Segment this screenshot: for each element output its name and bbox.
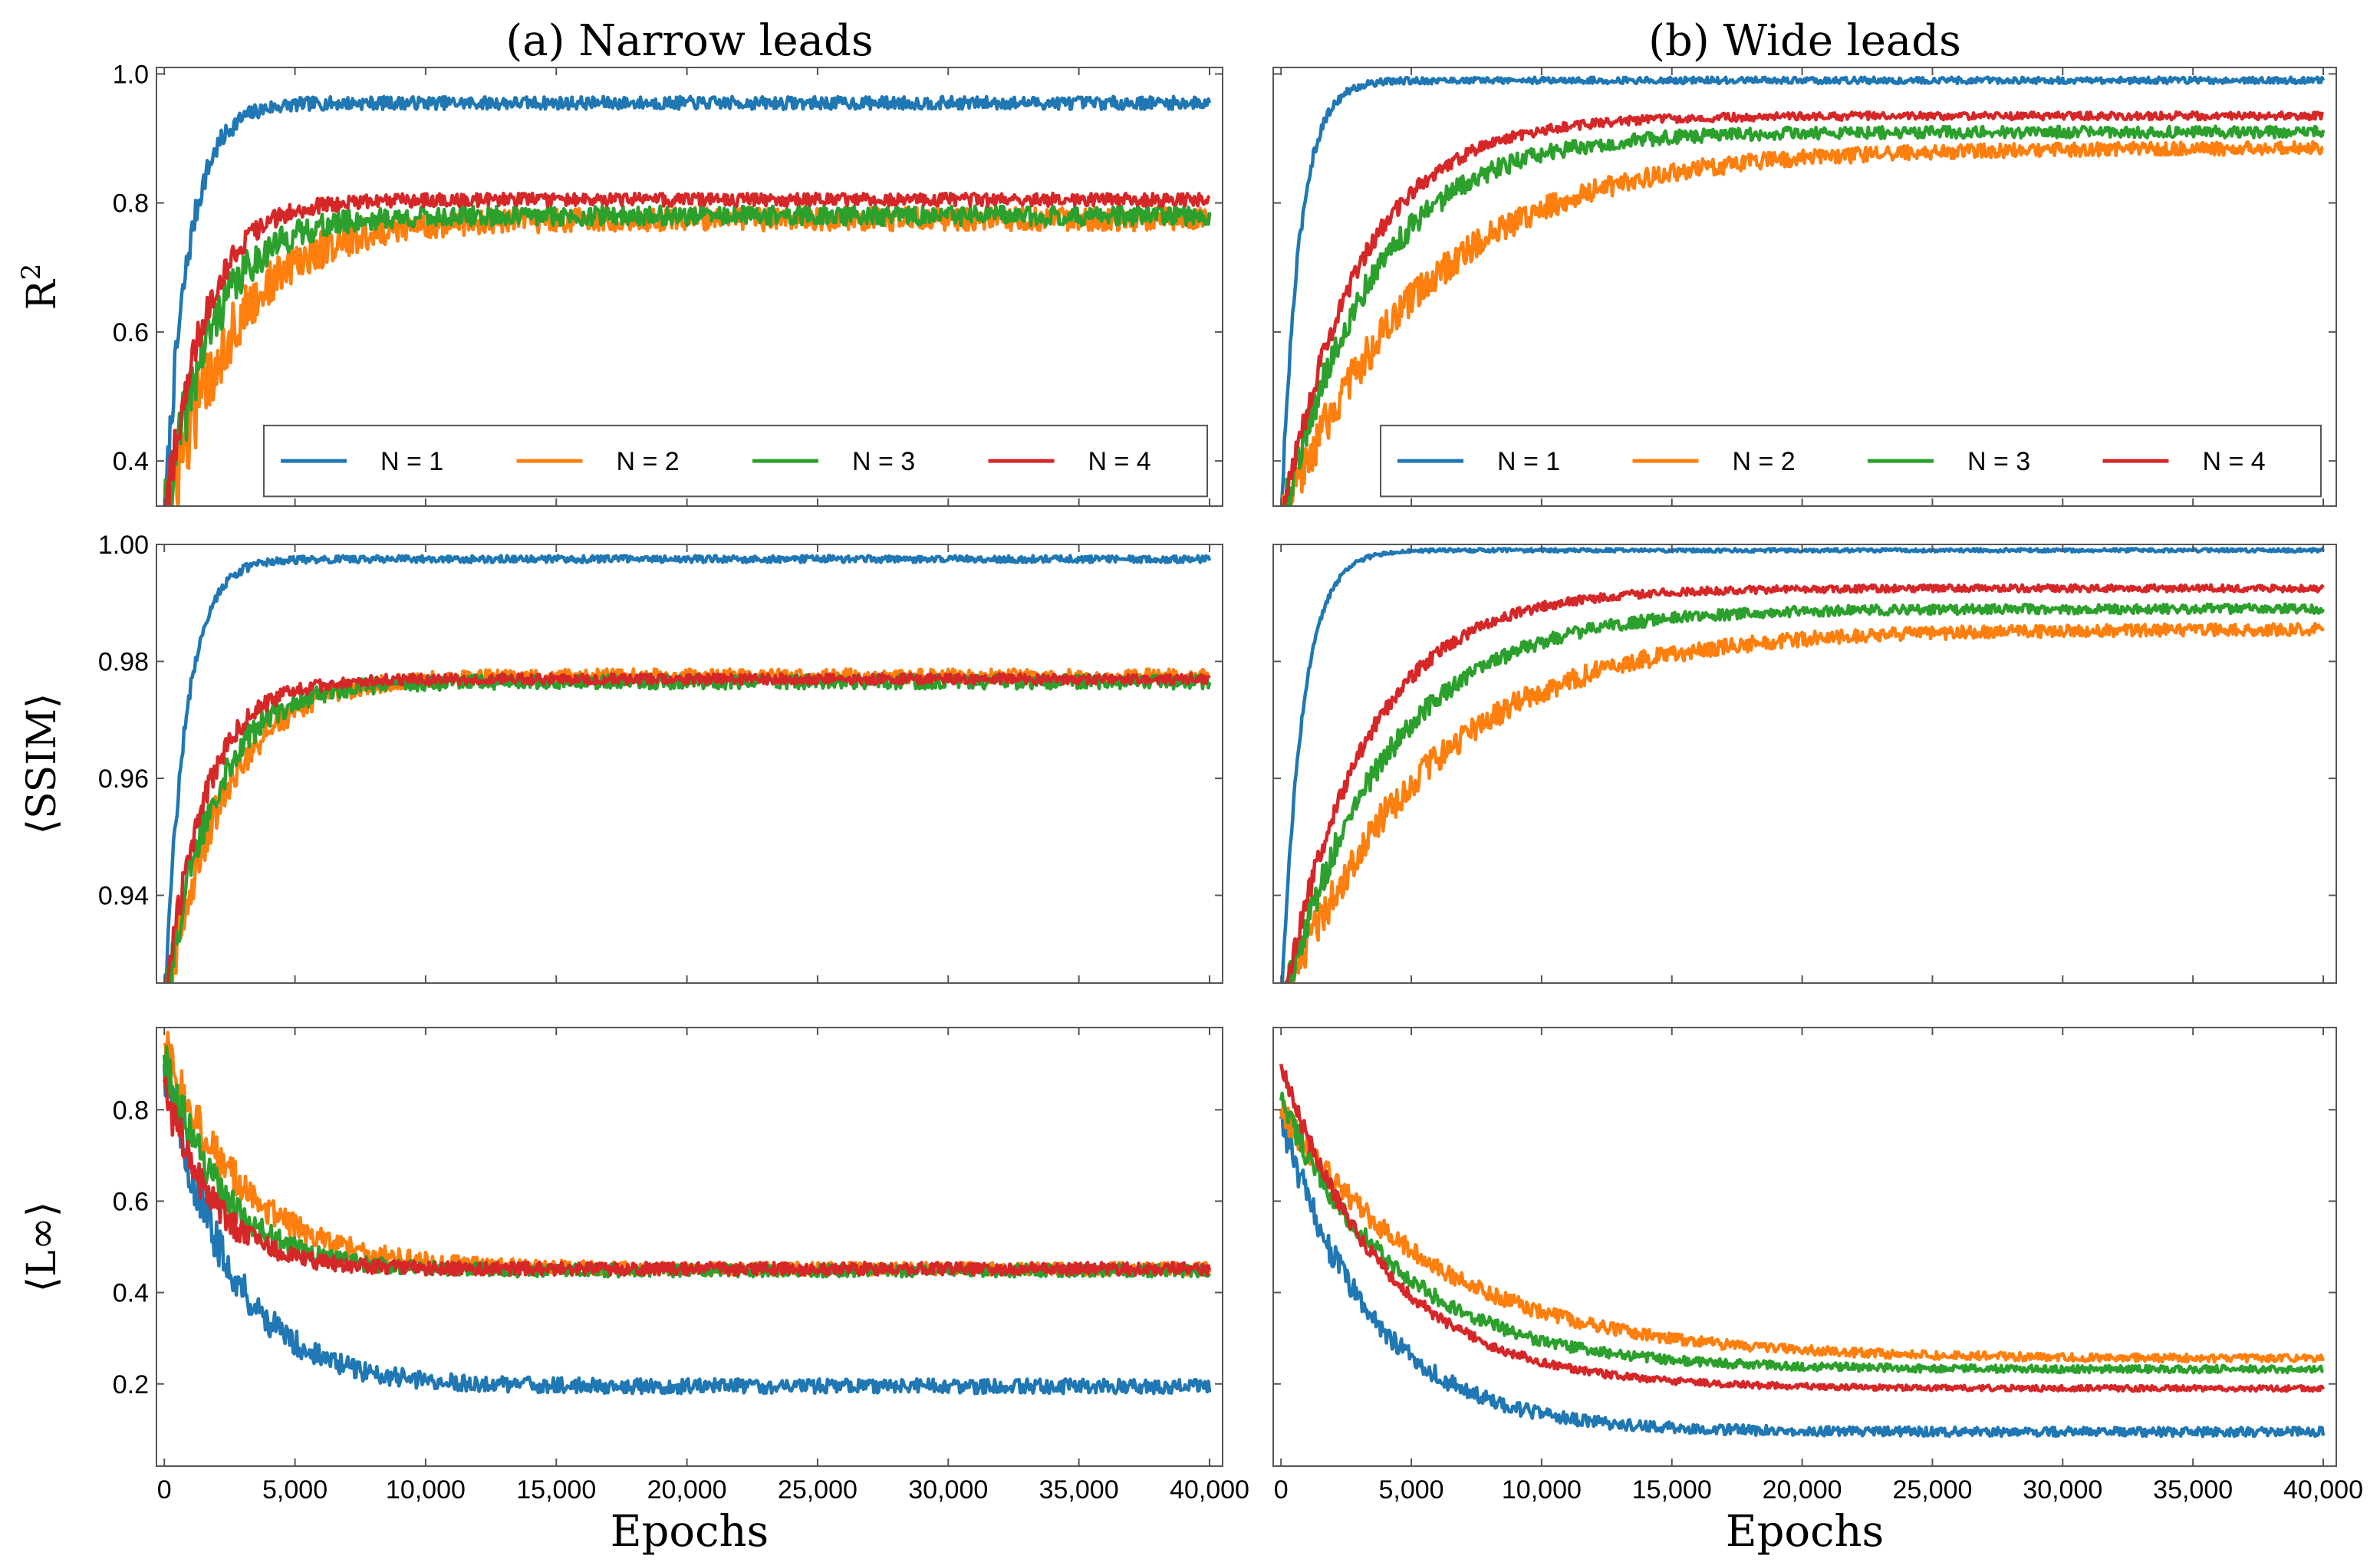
x-tick-label: 25,000: [1892, 1475, 1972, 1504]
y-axis-label: R2: [16, 264, 65, 311]
plot-frame: [156, 544, 1223, 984]
panel-wide-row3: 0.20.40.60.805,00010,00015,00020,00025,0…: [1272, 1027, 2363, 1504]
series-line-wide-row2-n3: [1283, 602, 2326, 983]
panel-wide-row2: 0.940.960.981.00: [1272, 544, 2337, 984]
x-tick-label: 0: [1274, 1475, 1289, 1504]
legend-label-n4: N = 4: [2203, 447, 2266, 476]
x-tick-label: 35,000: [2153, 1475, 2233, 1504]
legend-label-n1: N = 1: [380, 447, 443, 476]
series-line-narrow-row2-n2: [168, 667, 1211, 983]
legend-narrow: N = 1 N = 2 N = 3 N = 4: [263, 424, 1208, 498]
x-axis-label-narrow: Epochs: [611, 1507, 769, 1557]
y-tick-label: 0.6: [113, 1187, 149, 1216]
x-tick-label: 30,000: [908, 1475, 988, 1504]
series-line-narrow-row3-n4: [163, 1076, 1212, 1278]
plot-frame: [1272, 544, 2337, 984]
legend-label-n4: N = 4: [1088, 447, 1151, 476]
x-tick-label: 10,000: [386, 1475, 466, 1504]
panel-wide-row1: 0.40.60.81.0N = 1N = 2N = 3N = 4: [1272, 67, 2337, 507]
y-tick-label: 0.94: [98, 882, 149, 911]
series-line-narrow-row1-n4: [164, 191, 1211, 506]
x-tick-label: 0: [157, 1475, 172, 1504]
plot-frame: [156, 67, 1223, 507]
x-tick-label: 5,000: [262, 1475, 328, 1504]
x-tick-label: 15,000: [1632, 1475, 1712, 1504]
series-line-wide-row1-n1: [1279, 75, 2326, 506]
series-line-wide-row3-n4: [1279, 1064, 2326, 1393]
y-tick-label: 0.4: [113, 447, 149, 476]
series-line-wide-row1-n4: [1282, 110, 2324, 506]
series-line-wide-row3-n3: [1279, 1091, 2324, 1375]
series-line-narrow-row1-n1: [163, 94, 1212, 506]
x-tick-label: 5,000: [1378, 1475, 1443, 1504]
y-tick-label: 0.8: [113, 1096, 149, 1125]
x-tick-label: 40,000: [1170, 1475, 1249, 1504]
series-line-narrow-row1-n3: [163, 204, 1212, 506]
series-line-narrow-row3-n2: [163, 1031, 1212, 1278]
panel-narrow-row2: 0.94 0.96 0.98 1.00 ⟨SSIM⟩: [19, 531, 1223, 984]
x-tick-label: 10,000: [1502, 1475, 1582, 1504]
series-line-narrow-row2-n1: [163, 554, 1212, 983]
series-line-wide-row2-n2: [1285, 621, 2326, 983]
y-tick-label: 1.0: [113, 60, 149, 89]
series-line-narrow-row3-n1: [162, 1064, 1212, 1396]
x-tick-label: 35,000: [1039, 1475, 1119, 1504]
y-tick-label: 1.00: [98, 531, 149, 560]
legend-label-n2: N = 2: [1733, 447, 1796, 476]
y-axis-label: ⟨L∞⟩: [19, 1202, 65, 1292]
x-tick-label: 15,000: [516, 1475, 596, 1504]
plot-frame: [156, 1027, 1223, 1467]
series-line-wide-row1-n3: [1284, 124, 2326, 506]
column-title-wide: (b) Wide leads: [1648, 16, 1961, 66]
series-line-wide-row2-n4: [1285, 583, 2325, 983]
series-line-wide-row1-n2: [1281, 140, 2324, 506]
legend-label-n3: N = 3: [1967, 447, 2030, 476]
column-title-narrow: (a) Narrow leads: [505, 16, 873, 66]
y-tick-label: 0.8: [113, 189, 149, 219]
y-tick-label: 0.96: [98, 765, 149, 794]
legend-wide: N = 1 N = 2 N = 3 N = 4: [1380, 424, 2322, 498]
plot-frame: [1272, 67, 2337, 507]
x-tick-label: 30,000: [2023, 1475, 2102, 1504]
y-tick-label: 0.98: [98, 648, 149, 677]
y-tick-label: 0.6: [113, 318, 149, 347]
x-tick-label: 25,000: [778, 1475, 858, 1504]
x-tick-label: 20,000: [647, 1475, 727, 1504]
plot-frame: [1272, 1027, 2337, 1467]
legend-label-n1: N = 1: [1497, 447, 1560, 476]
legend-label-n3: N = 3: [852, 447, 915, 476]
series-line-narrow-row2-n3: [165, 672, 1212, 983]
series-line-wide-row2-n1: [1280, 547, 2326, 983]
x-axis-label-wide: Epochs: [1726, 1507, 1885, 1557]
y-tick-label: 0.4: [113, 1279, 149, 1308]
series-line-wide-row3-n1: [1279, 1111, 2326, 1439]
legend-label-n2: N = 2: [617, 447, 680, 476]
x-tick-label: 40,000: [2283, 1475, 2363, 1504]
series-line-narrow-row2-n4: [166, 672, 1211, 983]
x-tick-label: 20,000: [1763, 1475, 1842, 1504]
series-line-wide-row3-n2: [1279, 1100, 2326, 1364]
panel-narrow-row3: 0.2 0.4 0.6 0.8 0 5,000 10,000 15,000 20,000 25,0…: [19, 1027, 1249, 1504]
panel-narrow-row1: 0.4 0.6 0.8 1.0 R2 N = 1 N = 2 N = 3 N = 4: [16, 60, 1223, 507]
y-tick-label: 0.2: [113, 1370, 149, 1399]
y-axis-label: ⟨SSIM⟩: [19, 693, 65, 835]
